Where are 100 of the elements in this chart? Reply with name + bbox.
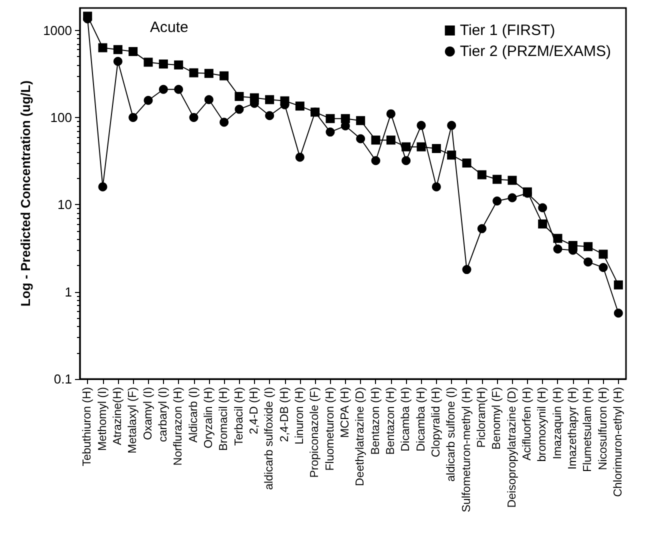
point [326, 128, 335, 137]
point [128, 47, 138, 56]
x-tick-label: Aldicarb (I) [188, 386, 200, 443]
x-tick-label: Fluometuron (H) [324, 386, 336, 471]
point [234, 92, 244, 101]
x-tick-label: Imazaquin (H) [552, 386, 564, 460]
x-tick-label: Nicosulfuron (H) [597, 386, 610, 470]
point [386, 136, 396, 145]
point [174, 60, 184, 70]
point [189, 68, 198, 78]
y-axis-title: Log - Predicted Concentration (ug/L) [18, 80, 33, 307]
point [371, 156, 380, 166]
point [402, 156, 411, 166]
x-tick-label: Methomyl (I) [96, 386, 109, 451]
x-tick-label: Atrazine(H) [112, 386, 124, 446]
point [598, 250, 608, 259]
point [265, 111, 274, 120]
x-tick-label: Deethylatrazine (D) [354, 386, 367, 486]
point [220, 118, 229, 127]
x-tick-label: Deisopropylatrazine (D) [506, 386, 518, 508]
point [326, 114, 335, 124]
point [492, 196, 502, 206]
x-tick-label: Flumetsulam (H) [582, 386, 594, 472]
x-tick-label: Clopyralid (H) [430, 386, 442, 458]
y-tick-label: 0.1 [54, 372, 72, 386]
point [477, 224, 486, 234]
point [174, 84, 184, 94]
point [371, 136, 380, 145]
x-tick-label: MCPA (H) [339, 386, 352, 438]
x-tick-label: 2,4-DB (H) [278, 386, 291, 442]
x-tick-label: Oxamyl (I) [142, 386, 154, 440]
point [584, 257, 593, 266]
point [462, 158, 472, 168]
point [340, 114, 350, 124]
point [432, 144, 441, 154]
point [402, 142, 411, 152]
x-tick-label: Bentazon (H) [370, 386, 382, 455]
legend-label: Tier 2 (PRZM/EXAMS) [460, 43, 612, 60]
point [447, 120, 456, 130]
point [432, 182, 441, 192]
point [553, 244, 562, 254]
x-tick-label: carbaryl (I) [157, 386, 170, 442]
x-tick-label: Acifluorfen (H) [521, 386, 534, 460]
point [265, 95, 274, 104]
point [98, 43, 108, 52]
point [128, 112, 138, 122]
point [144, 96, 153, 105]
x-tick-label: Dicamba (H) [415, 386, 428, 452]
point [220, 71, 229, 80]
point [447, 150, 456, 160]
point [614, 280, 623, 290]
x-tick-label: Picloram(H) [476, 386, 488, 448]
point [158, 84, 168, 94]
point [598, 263, 608, 272]
point [356, 134, 366, 144]
y-tick-label: 1000 [43, 22, 72, 38]
legend-label: Tier 1 (FIRST) [460, 22, 556, 39]
x-tick-label: Metalaxyl (F) [127, 386, 140, 454]
point [295, 152, 304, 162]
x-tick-label: Bromacil (H) [218, 386, 230, 451]
x-tick-label: 2,4-D (H) [248, 386, 260, 434]
point [386, 109, 396, 118]
annotation: Acute [150, 19, 188, 36]
x-tick-label: Linuron (H) [294, 386, 306, 445]
y-tick-label: 1 [64, 284, 72, 300]
point [98, 182, 108, 192]
x-tick-label: Oryzalin (H) [202, 386, 215, 448]
point [477, 170, 486, 180]
point [158, 60, 168, 69]
x-tick-label: Sulfometuron-methyl (H) [460, 386, 473, 512]
x-tick-label: Tebuthiuron (H) [82, 386, 94, 466]
x-tick-label: Dicamba (H) [400, 386, 412, 452]
point [234, 104, 244, 114]
x-tick-label: Propiconazole (F) [309, 386, 322, 478]
x-tick-label: aldicarb sulfone (I) [446, 386, 458, 482]
point [416, 120, 426, 130]
point [538, 203, 548, 212]
point [295, 102, 304, 111]
point [144, 58, 153, 67]
x-tick-label: aldicarb sulfoxide (I) [264, 386, 276, 490]
y-tick-label: 100 [50, 110, 72, 125]
point [492, 174, 502, 184]
point [462, 265, 472, 274]
x-tick-label: Imazethapyr (H) [566, 386, 579, 470]
x-tick-label: Norflurazon (H) [172, 386, 185, 466]
point [416, 142, 426, 152]
point [508, 193, 517, 202]
point [204, 95, 214, 104]
point [356, 116, 366, 126]
x-tick-label: Benomyl (F) [491, 386, 504, 450]
point [584, 242, 593, 252]
point [204, 68, 214, 78]
x-tick-label: bromoxynil (H) [536, 386, 549, 462]
y-tick-label: 10 [58, 197, 72, 212]
point [614, 308, 623, 318]
point [508, 176, 517, 185]
x-tick-label: Terbacil (H) [233, 386, 246, 446]
x-tick-label: Bentazon (H) [384, 386, 397, 455]
point [113, 56, 122, 66]
point [189, 112, 198, 122]
